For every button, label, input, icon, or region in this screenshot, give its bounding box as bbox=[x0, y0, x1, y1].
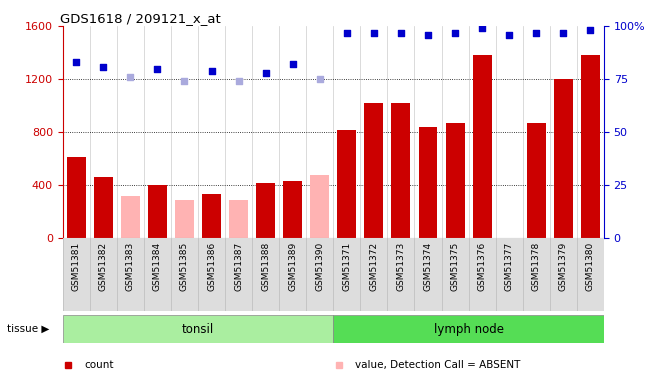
Point bbox=[395, 30, 406, 36]
Text: GSM51381: GSM51381 bbox=[72, 242, 81, 291]
Point bbox=[450, 30, 461, 36]
Point bbox=[260, 70, 271, 76]
Bar bbox=[554, 79, 573, 238]
Bar bbox=[256, 183, 275, 238]
Bar bbox=[202, 194, 221, 238]
Point bbox=[342, 30, 352, 36]
Point bbox=[368, 30, 379, 36]
Text: GSM51378: GSM51378 bbox=[532, 242, 541, 291]
Bar bbox=[364, 103, 383, 238]
Bar bbox=[63, 315, 333, 343]
Bar bbox=[418, 127, 438, 238]
Text: GSM51389: GSM51389 bbox=[288, 242, 297, 291]
Text: GSM51390: GSM51390 bbox=[315, 242, 324, 291]
Bar bbox=[337, 129, 356, 238]
Text: GSM51375: GSM51375 bbox=[451, 242, 459, 291]
Text: GDS1618 / 209121_x_at: GDS1618 / 209121_x_at bbox=[60, 12, 220, 25]
Bar bbox=[527, 123, 546, 238]
Text: GSM51376: GSM51376 bbox=[478, 242, 486, 291]
Bar bbox=[67, 158, 86, 238]
Text: tissue ▶: tissue ▶ bbox=[7, 324, 49, 334]
Point bbox=[422, 32, 433, 38]
Point bbox=[477, 26, 487, 32]
Text: GSM51377: GSM51377 bbox=[505, 242, 513, 291]
Bar bbox=[446, 123, 465, 238]
Text: GSM51384: GSM51384 bbox=[153, 242, 162, 291]
Point bbox=[125, 74, 136, 80]
Text: GSM51372: GSM51372 bbox=[370, 242, 378, 291]
Bar bbox=[391, 103, 411, 238]
Point bbox=[314, 76, 325, 82]
Text: GSM51388: GSM51388 bbox=[261, 242, 270, 291]
Point bbox=[152, 66, 162, 72]
Bar bbox=[473, 56, 492, 238]
Point bbox=[287, 62, 298, 68]
Point bbox=[504, 32, 515, 38]
Bar bbox=[175, 200, 194, 238]
Bar bbox=[310, 175, 329, 238]
Bar bbox=[148, 185, 167, 238]
Point bbox=[585, 27, 595, 33]
Bar bbox=[94, 177, 113, 238]
Point bbox=[234, 78, 244, 84]
Text: GSM51371: GSM51371 bbox=[343, 242, 351, 291]
Text: GSM51385: GSM51385 bbox=[180, 242, 189, 291]
Bar bbox=[229, 200, 248, 238]
Text: GSM51383: GSM51383 bbox=[126, 242, 135, 291]
Text: value, Detection Call = ABSENT: value, Detection Call = ABSENT bbox=[355, 360, 520, 370]
Text: GSM51380: GSM51380 bbox=[586, 242, 595, 291]
Point bbox=[71, 59, 82, 65]
Text: GSM51374: GSM51374 bbox=[424, 242, 432, 291]
Text: GSM51387: GSM51387 bbox=[234, 242, 243, 291]
Text: GSM51386: GSM51386 bbox=[207, 242, 216, 291]
Point bbox=[179, 78, 190, 84]
Text: lymph node: lymph node bbox=[434, 322, 504, 336]
Text: count: count bbox=[84, 360, 114, 370]
Text: tonsil: tonsil bbox=[182, 322, 214, 336]
Text: GSM51379: GSM51379 bbox=[559, 242, 568, 291]
Text: GSM51373: GSM51373 bbox=[397, 242, 405, 291]
Bar bbox=[333, 315, 604, 343]
Point bbox=[98, 63, 108, 69]
Point bbox=[558, 30, 568, 36]
Bar bbox=[581, 56, 600, 238]
Bar bbox=[121, 196, 140, 238]
Point bbox=[531, 30, 541, 36]
Bar bbox=[283, 181, 302, 238]
Text: GSM51382: GSM51382 bbox=[99, 242, 108, 291]
Point bbox=[206, 68, 216, 74]
